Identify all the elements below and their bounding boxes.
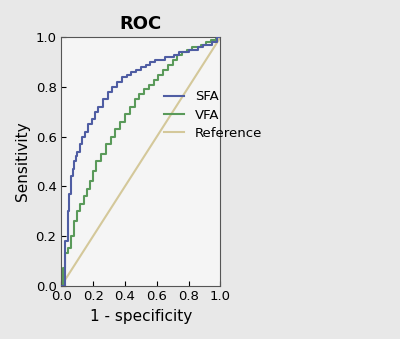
Legend: SFA, VFA, Reference: SFA, VFA, Reference [162,87,265,142]
Y-axis label: Sensitivity: Sensitivity [15,122,30,201]
X-axis label: 1 - specificity: 1 - specificity [90,309,192,324]
Title: ROC: ROC [120,15,162,33]
